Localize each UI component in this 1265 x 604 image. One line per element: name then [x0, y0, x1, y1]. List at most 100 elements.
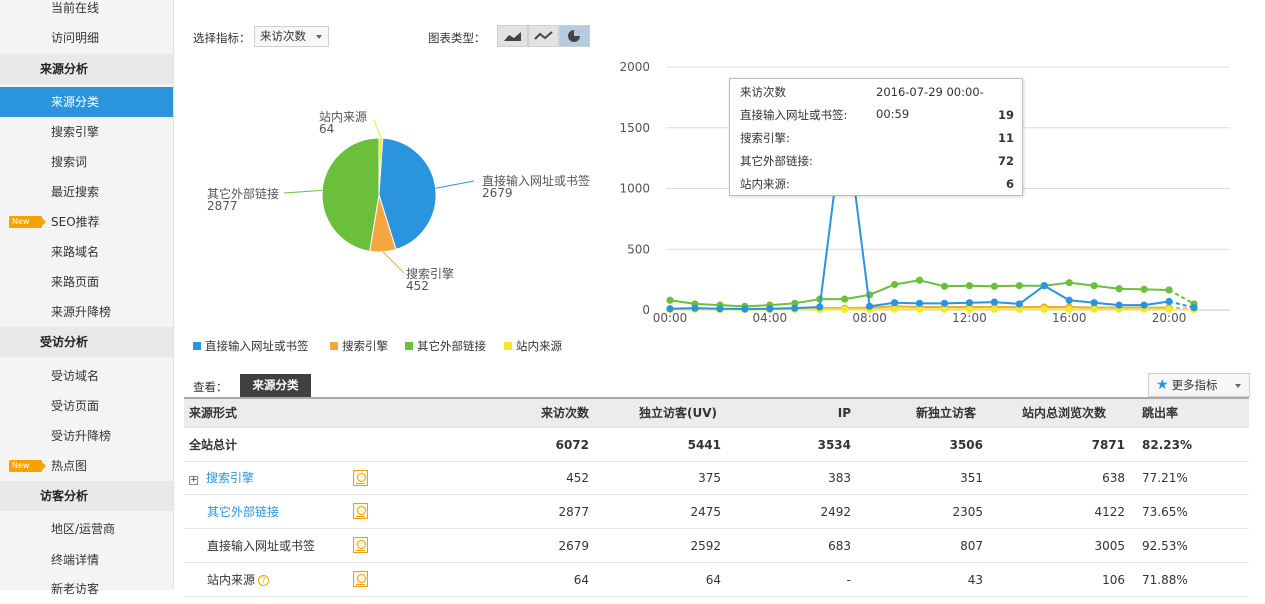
y-tick-label: 1000	[619, 182, 650, 196]
data-point[interactable]	[666, 305, 673, 312]
data-point[interactable]	[741, 305, 748, 312]
data-point[interactable]	[716, 305, 723, 312]
line-chart-button[interactable]	[528, 25, 559, 47]
expand-icon[interactable]: +	[189, 476, 198, 485]
sidebar-item-source-rank[interactable]: 来源升降榜	[0, 297, 173, 327]
sidebar-item-online[interactable]: 当前在线	[0, 0, 173, 23]
metric-select[interactable]: 来访次数	[254, 26, 329, 47]
help-icon[interactable]: ?	[258, 575, 269, 586]
data-point[interactable]	[891, 306, 898, 313]
tooltip-row-label: 搜索引擎:	[740, 127, 790, 149]
data-point[interactable]	[991, 283, 998, 290]
data-point[interactable]	[916, 300, 923, 307]
data-point[interactable]	[766, 305, 773, 312]
sidebar-item-referrer-page[interactable]: 来路页面	[0, 267, 173, 297]
sidebar-item-recent-search[interactable]: 最近搜索	[0, 177, 173, 207]
data-point[interactable]	[1041, 282, 1048, 289]
sidebar-item-source-category[interactable]: 来源分类	[0, 87, 173, 117]
header-new-uv[interactable]: 新独立访客	[916, 399, 976, 427]
legend-item-search[interactable]: 搜索引擎	[330, 339, 388, 353]
header-source[interactable]: 来源形式	[189, 399, 237, 427]
legend-item-direct[interactable]: 直接输入网址或书签	[193, 339, 309, 353]
data-point[interactable]	[916, 277, 923, 284]
sidebar-item-visited-page[interactable]: 受访页面	[0, 391, 173, 421]
sidebar-item-visited-rank[interactable]: 受访升降榜	[0, 421, 173, 451]
legend-item-external[interactable]: 其它外部链接	[405, 339, 486, 353]
data-point[interactable]	[1116, 302, 1123, 309]
sidebar-item-heatmap[interactable]: New 热点图	[0, 451, 173, 481]
sidebar-item-visit-detail[interactable]: 访问明细	[0, 23, 173, 53]
data-point[interactable]	[666, 297, 673, 304]
legend-label: 搜索引擎	[342, 339, 388, 353]
data-point[interactable]	[1140, 286, 1147, 293]
sidebar-section-source: 来源分析	[0, 54, 173, 84]
sidebar-item-new-old-visitor[interactable]: 新老访客	[0, 574, 173, 604]
data-point[interactable]	[991, 299, 998, 306]
data-point[interactable]	[1091, 306, 1098, 313]
cell-new-uv: 43	[968, 563, 983, 596]
tooltip-row-value: 72	[998, 150, 1014, 172]
sidebar-item-visited-domain[interactable]: 受访域名	[0, 361, 173, 391]
more-metrics-button[interactable]: ★更多指标	[1148, 373, 1250, 397]
cell-uv: 2592	[690, 529, 721, 562]
header-pageviews[interactable]: 站内总浏览次数	[1022, 399, 1106, 427]
trend-icon[interactable]	[353, 503, 368, 519]
sidebar-item-seo[interactable]: New SEO推荐	[0, 207, 173, 237]
data-point[interactable]	[1165, 306, 1172, 313]
pie-leader-line	[436, 181, 474, 188]
legend-item-internal[interactable]: 站内来源	[504, 339, 562, 353]
data-point[interactable]	[966, 299, 973, 306]
data-point[interactable]	[791, 305, 798, 312]
data-point[interactable]	[1116, 285, 1123, 292]
data-point[interactable]	[891, 299, 898, 306]
cell-visits: 64	[574, 563, 589, 596]
trend-icon[interactable]	[353, 571, 368, 587]
tab-source-category[interactable]: 来源分类	[240, 374, 311, 397]
header-bounce[interactable]: 跳出率	[1142, 399, 1178, 427]
data-point[interactable]	[1016, 282, 1023, 289]
star-icon: ★	[1156, 377, 1169, 393]
data-point[interactable]	[866, 303, 873, 310]
pie-chart-button[interactable]	[559, 25, 590, 47]
data-point[interactable]	[941, 283, 948, 290]
metric-label: 选择指标：	[193, 30, 251, 46]
data-point[interactable]	[841, 295, 848, 302]
data-point[interactable]	[1190, 304, 1197, 311]
data-point[interactable]	[841, 306, 848, 313]
data-point[interactable]	[1140, 302, 1147, 309]
data-point[interactable]	[1165, 298, 1172, 305]
data-point[interactable]	[891, 281, 898, 288]
data-point[interactable]	[966, 306, 973, 313]
data-point[interactable]	[941, 300, 948, 307]
data-point[interactable]	[1066, 297, 1073, 304]
data-point[interactable]	[1091, 299, 1098, 306]
area-chart-button[interactable]	[497, 25, 528, 47]
cell-pageviews: 4122	[1094, 495, 1125, 528]
header-uv[interactable]: 独立访客(UV)	[639, 399, 717, 427]
source-link-search[interactable]: 搜索引擎	[206, 471, 254, 485]
data-point[interactable]	[1066, 306, 1073, 313]
sidebar-item-label: 终端详情	[51, 553, 99, 567]
data-point[interactable]	[1165, 286, 1172, 293]
data-point[interactable]	[991, 306, 998, 313]
sidebar-item-referrer-domain[interactable]: 来路域名	[0, 237, 173, 267]
data-point[interactable]	[691, 305, 698, 312]
trend-icon[interactable]	[353, 537, 368, 553]
sidebar-item-region[interactable]: 地区/运营商	[0, 514, 173, 544]
pie-slice[interactable]	[322, 138, 379, 251]
data-point[interactable]	[1016, 300, 1023, 307]
sidebar-item-search-terms[interactable]: 搜索词	[0, 147, 173, 177]
trend-icon[interactable]	[353, 470, 368, 486]
data-point[interactable]	[816, 303, 823, 310]
data-point[interactable]	[1091, 282, 1098, 289]
data-point[interactable]	[1041, 306, 1048, 313]
cell-visits: 6072	[556, 428, 589, 461]
header-ip[interactable]: IP	[838, 399, 851, 427]
data-point[interactable]	[966, 282, 973, 289]
data-point[interactable]	[1066, 279, 1073, 286]
header-visits[interactable]: 来访次数	[541, 399, 589, 427]
sidebar-item-device[interactable]: 终端详情	[0, 545, 173, 575]
sidebar-item-search-engine[interactable]: 搜索引擎	[0, 117, 173, 147]
source-link-external[interactable]: 其它外部链接	[207, 495, 279, 528]
